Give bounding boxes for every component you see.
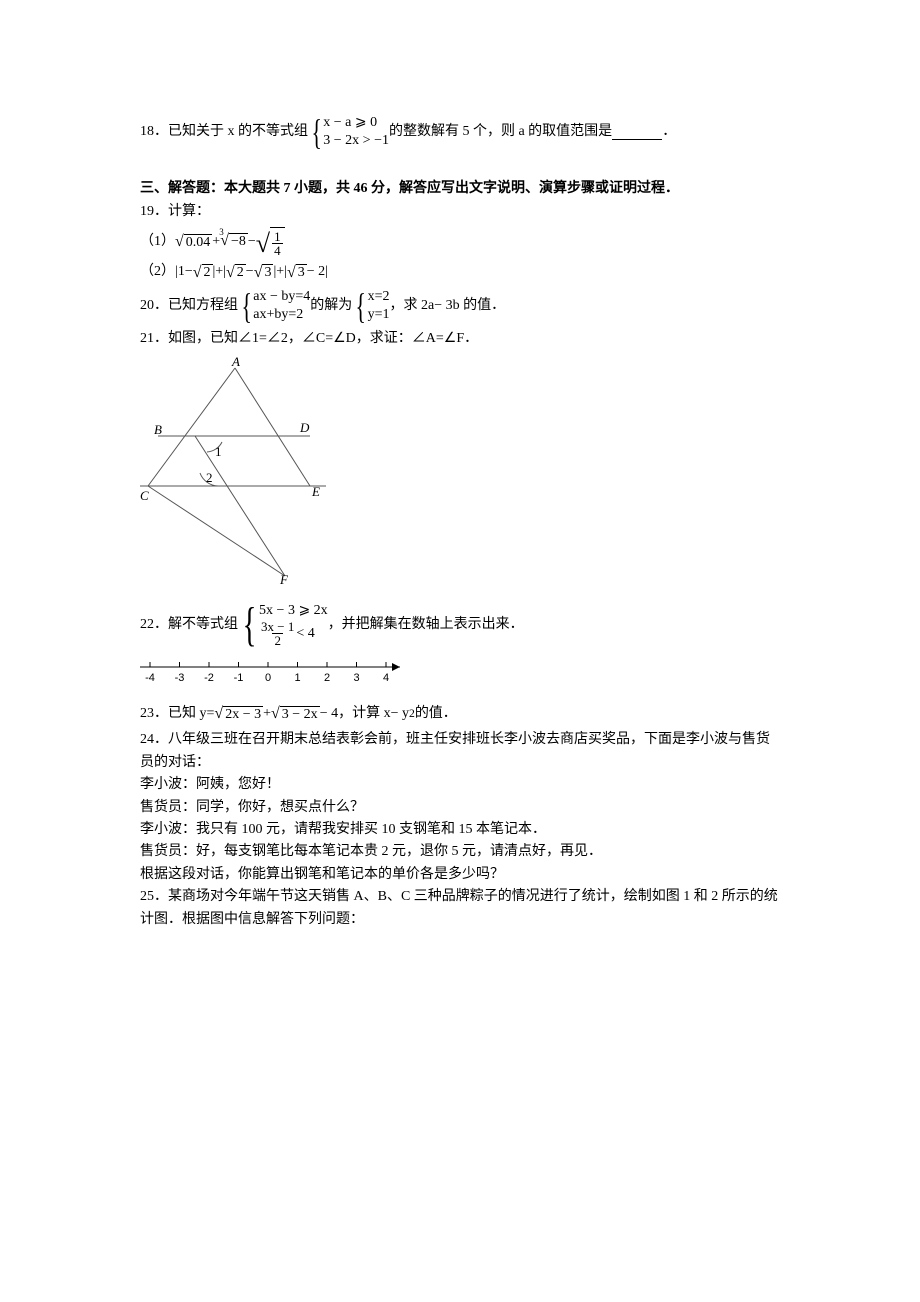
q24-line: 根据这段对话，你能算出钢笔和笔记本的单价各是多少吗？: [140, 864, 780, 886]
question-25: 25．某商场对今年端午节这天销售 A、B、C 三种品牌粽子的情况进行了统计，绘制…: [140, 886, 780, 931]
brace-left-icon: {: [311, 114, 321, 150]
q24-line: 售货员：同学，你好，想买点什么？: [140, 797, 780, 819]
question-18: 18．已知关于 x 的不等式组 { x − a ⩾ 0 3 − 2x > −1 …: [140, 114, 780, 150]
q19-p2-t1a: 1−: [178, 261, 193, 283]
question-21: 21．如图，已知∠1=∠2，∠C=∠D，求证：∠A=∠F． A B C D E: [140, 328, 780, 595]
brace-left-icon: {: [356, 288, 366, 324]
q19-p2-t3b: − 2: [307, 261, 325, 283]
q20-sys1-top: ax − by=4: [253, 288, 310, 306]
q18-prefix: 18．已知关于 x 的不等式组: [140, 121, 308, 143]
sqrt-icon: √0.04: [175, 234, 212, 250]
q20-sys1-bot: ax+by=2: [253, 306, 310, 324]
q24-line: 李小波：我只有 100 元，请帮我安排买 10 支钢笔和 15 本笔记本．: [140, 819, 780, 841]
q23-prefix: 23．已知 y=: [140, 703, 214, 725]
label-c: C: [140, 488, 149, 503]
q20-prefix: 20．已知方程组: [140, 295, 238, 317]
q19-p2-t2c: 3: [262, 264, 273, 280]
label-e: E: [311, 484, 320, 499]
q22-bot-frac: 3x − 1 2: [259, 620, 296, 647]
q23-rad2: 3 − 2x: [280, 706, 320, 722]
q19-p2-t1b: 2: [202, 264, 213, 280]
q19-p1-b-index: 3: [219, 225, 224, 239]
label-a: A: [231, 356, 240, 369]
svg-text:4: 4: [383, 672, 389, 684]
q21-diagram: A B C D E F 1 2: [140, 356, 780, 594]
svg-text:0: 0: [265, 672, 271, 684]
exam-page: 18．已知关于 x 的不等式组 { x − a ⩾ 0 3 − 2x > −1 …: [0, 0, 920, 991]
sqrt-icon: √3 − 2x: [271, 706, 320, 722]
sqrt-icon: √3: [287, 264, 307, 280]
minus-icon: −: [248, 231, 256, 253]
svg-text:2: 2: [324, 672, 330, 684]
brace-left-icon: {: [241, 288, 251, 324]
svg-text:-1: -1: [234, 672, 244, 684]
sqrt-icon: √3: [254, 264, 274, 280]
q19-p2-t2a: 2: [235, 264, 246, 280]
question-24: 24．八年级三班在召开期末总结表彰会前，班主任安排班长李小波去商店买奖品，下面是…: [140, 729, 780, 886]
sqrt-frac-icon: √ 1 4: [256, 227, 285, 257]
q22-bot-num: 3x − 1: [259, 620, 296, 633]
q19-p1-b: −8: [229, 233, 248, 249]
q21-text: 21．如图，已知∠1=∠2，∠C=∠D，求证：∠A=∠F．: [140, 328, 780, 350]
q24-line: 李小波：阿姨，您好！: [140, 774, 780, 796]
brace-left-icon: {: [243, 601, 257, 649]
label-angle-1: 1: [215, 444, 222, 459]
cube-root-icon: 3 √−8: [220, 231, 248, 253]
q24-line: 售货员：好，每支钢笔比每本笔记本贵 2 元，退你 5 元，请清点好，再见．: [140, 841, 780, 863]
q18-suffix-b: ．: [662, 121, 676, 143]
q22-system: { 5x − 3 ⩾ 2x 3x − 1 2 < 4: [238, 601, 328, 649]
q19-p1-a: 0.04: [184, 234, 213, 250]
q22-bot-den: 2: [272, 633, 283, 647]
sqrt-icon: √2: [226, 264, 246, 280]
plus-icon: +: [263, 703, 271, 725]
q22-number-line: -4 -3 -2 -1 0 1 2 3 4: [140, 655, 780, 697]
q19-part2: （2） |1− √2 |+| √2 − √3 |+| √3 − 2 |: [140, 261, 780, 283]
question-19: 19．计算： （1） √0.04 + 3 √−8 − √ 1 4: [140, 201, 780, 284]
q18-sys-top: x − a ⩾ 0: [323, 114, 389, 132]
q18-sys-bot: 3 − 2x > −1: [323, 132, 389, 150]
q19-p1-c-den: 4: [272, 243, 283, 257]
q19-title: 19．计算：: [140, 201, 780, 223]
sqrt-icon: √2: [193, 264, 213, 280]
svg-text:3: 3: [353, 672, 359, 684]
q22-suffix: ，并把解集在数轴上表示出来．: [328, 614, 524, 636]
label-d: D: [299, 420, 310, 435]
q22-bot-tail: < 4: [296, 625, 314, 643]
svg-text:1: 1: [294, 672, 300, 684]
q22-prefix: 22．解不等式组: [140, 614, 238, 636]
q23-rad1: 2x − 3: [223, 706, 263, 722]
q20-suffix: ，求 2a− 3b 的值．: [389, 295, 505, 317]
q23-tail-a: − 4，计算 x− y: [320, 703, 409, 725]
label-b: B: [154, 422, 162, 437]
q19-p1-c-num: 1: [272, 230, 283, 243]
q19-p2-t2b: −: [246, 261, 254, 283]
q18-suffix-a: 的整数解有 5 个，则 a 的取值范围是: [389, 121, 612, 143]
question-20: 20．已知方程组 { ax − by=4 ax+by=2 的解为 { x=2 y…: [140, 288, 780, 324]
q20-mid: 的解为: [310, 295, 352, 317]
svg-text:-4: -4: [145, 672, 155, 684]
q18-answer-blank[interactable]: [612, 125, 662, 140]
q19-part1: （1） √0.04 + 3 √−8 − √ 1 4: [140, 227, 780, 257]
question-23: 23．已知 y= √2x − 3 + √3 − 2x − 4，计算 x− y2 …: [140, 703, 780, 725]
svg-text:-2: -2: [204, 672, 214, 684]
q20-sys2-bot: y=1: [368, 306, 390, 324]
svg-text:-3: -3: [175, 672, 185, 684]
q19-p2-label: （2）: [140, 261, 175, 283]
q22-top: 5x − 3 ⩾ 2x: [259, 602, 328, 620]
q19-p2-t3a: 3: [296, 264, 307, 280]
q23-tail-b: 的值．: [415, 703, 457, 725]
q18-system: { x − a ⩾ 0 3 − 2x > −1: [308, 114, 389, 150]
label-angle-2: 2: [206, 470, 213, 485]
q20-system-2: { x=2 y=1: [352, 288, 389, 324]
q19-p1-label: （1）: [140, 231, 175, 253]
q24-intro: 24．八年级三班在召开期末总结表彰会前，班主任安排班长李小波去商店买奖品，下面是…: [140, 729, 780, 774]
question-22: 22．解不等式组 { 5x − 3 ⩾ 2x 3x − 1 2 < 4 ，并把解…: [140, 601, 780, 649]
q20-system-1: { ax − by=4 ax+by=2: [238, 288, 310, 324]
q20-sys2-top: x=2: [368, 288, 390, 306]
sqrt-icon: √2x − 3: [214, 706, 263, 722]
label-f: F: [279, 572, 289, 586]
section-3-heading: 三、解答题：本大题共 7 小题，共 46 分，解答应写出文字说明、演算步骤或证明…: [140, 178, 780, 200]
